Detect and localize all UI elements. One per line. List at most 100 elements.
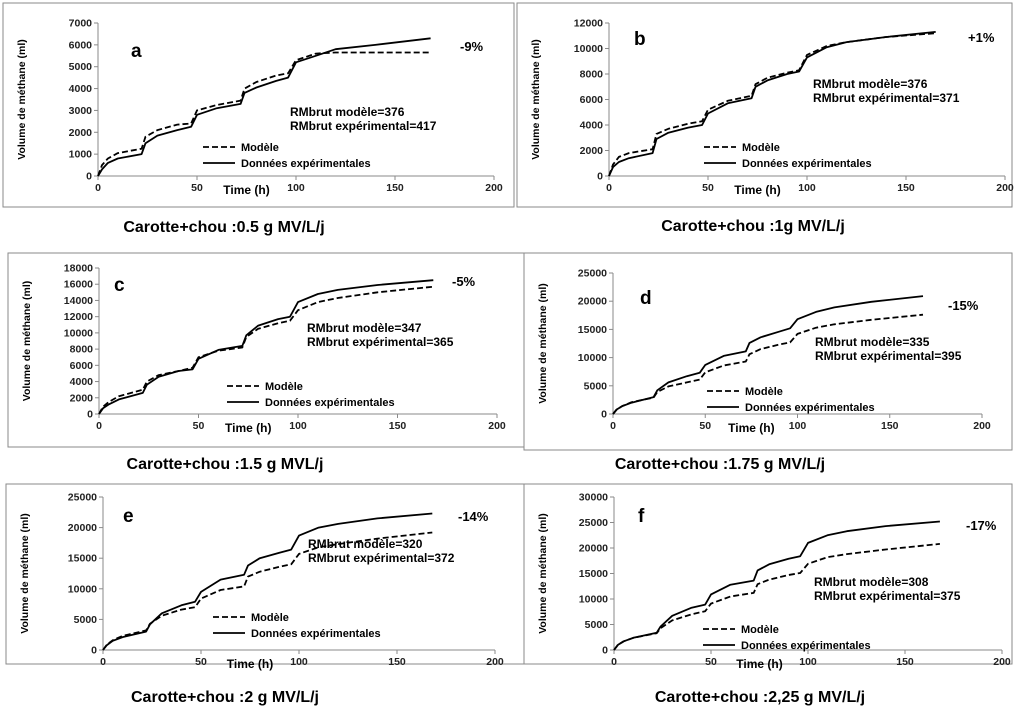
y-tick-label: 15000	[578, 324, 607, 336]
series-line-donnees	[613, 520, 940, 651]
y-tick-label: 4000	[69, 83, 93, 95]
annotation-rm-modele: RMbrut modèle=376	[813, 77, 928, 91]
y-tick-label: 7000	[69, 18, 93, 30]
legend-label-modele: Modèle	[265, 381, 303, 393]
y-tick-label: 5000	[74, 614, 98, 626]
y-axis-label: Volume de méthane (ml)	[16, 39, 28, 160]
y-tick-label: 3000	[69, 105, 93, 117]
series-line-modele	[612, 313, 924, 415]
panel-letter: a	[131, 41, 142, 62]
y-tick-label: 25000	[68, 492, 97, 504]
x-tick-label: 200	[973, 420, 991, 432]
x-tick-label: 150	[386, 182, 404, 194]
annotation-rm-modele: RMbrut modèle=335	[815, 335, 930, 349]
y-tick-label: 0	[86, 171, 92, 183]
x-tick-label: 200	[486, 656, 504, 668]
panel-letter: f	[638, 506, 645, 527]
y-tick-label: 0	[87, 409, 93, 421]
legend-label-donnees: Données expérimentales	[742, 158, 872, 170]
y-tick-label: 10000	[578, 352, 607, 364]
x-tick-label: 150	[896, 656, 914, 668]
x-tick-label: 100	[287, 182, 305, 194]
x-tick-label: 200	[485, 182, 503, 194]
legend-label-modele: Modèle	[241, 142, 279, 154]
annotation-rm-experimental: RMbrut expérimental=395	[815, 349, 962, 363]
x-tick-label: 0	[95, 182, 101, 194]
y-tick-label: 6000	[70, 360, 94, 372]
y-tick-label: 10000	[579, 594, 608, 606]
y-tick-label: 2000	[580, 145, 604, 157]
y-tick-label: 0	[601, 409, 607, 421]
y-tick-label: 10000	[64, 327, 93, 339]
panel-caption: Carotte+chou :1.5 g MVL/j	[127, 456, 324, 473]
y-axis-label: Volume de méthane (ml)	[19, 513, 31, 634]
x-tick-label: 0	[610, 420, 616, 432]
panel-caption: Carotte+chou :2 g MV/L/j	[131, 689, 319, 706]
x-axis-label: Time (h)	[223, 183, 269, 197]
y-tick-label: 5000	[69, 61, 93, 73]
x-axis-label: Time (h)	[734, 183, 780, 197]
x-tick-label: 50	[705, 656, 717, 668]
legend-label-donnees: Données expérimentales	[741, 640, 871, 652]
x-tick-label: 50	[193, 420, 205, 432]
percent-difference: +1%	[968, 30, 995, 45]
y-axis-label: Volume de méthane (ml)	[21, 281, 33, 402]
series-line-donnees	[102, 512, 433, 651]
y-axis-label: Volume de méthane (ml)	[537, 513, 549, 634]
x-tick-label: 150	[389, 420, 407, 432]
x-tick-label: 200	[996, 182, 1014, 194]
series-line-modele	[97, 51, 431, 177]
y-tick-label: 20000	[579, 543, 608, 555]
panel-frame	[523, 483, 1013, 665]
series-line-donnees	[612, 295, 924, 415]
y-tick-label: 25000	[579, 517, 608, 529]
annotation-rm-modele: RMbrut modèle=376	[290, 105, 405, 119]
percent-difference: -9%	[460, 39, 484, 54]
panel-letter: e	[123, 506, 134, 527]
series-line-modele	[608, 32, 936, 177]
x-tick-label: 50	[699, 420, 711, 432]
series-line-donnees	[608, 31, 936, 177]
series-line-modele	[98, 285, 434, 415]
y-tick-label: 5000	[584, 380, 608, 392]
y-tick-label: 14000	[64, 295, 93, 307]
panel-caption: Carotte+chou :0.5 g MV/L/j	[123, 219, 324, 236]
panel-caption: Carotte+chou :2,25 g MV/L/j	[655, 689, 865, 706]
x-axis-label: Time (h)	[227, 657, 273, 671]
panel-caption: Carotte+chou :1.75 g MV/L/j	[615, 456, 825, 473]
legend-label-modele: Modèle	[742, 142, 780, 154]
panel-frame	[2, 2, 515, 208]
legend-label-donnees: Données expérimentales	[241, 158, 371, 170]
panel-letter: d	[640, 288, 652, 309]
y-tick-label: 2000	[69, 127, 93, 139]
x-tick-label: 100	[799, 656, 817, 668]
x-tick-label: 50	[195, 656, 207, 668]
series-line-donnees	[97, 37, 431, 177]
percent-difference: -17%	[966, 518, 997, 533]
y-tick-label: 10000	[68, 583, 97, 595]
y-tick-label: 15000	[68, 553, 97, 565]
y-tick-label: 0	[602, 645, 608, 657]
panel-letter: c	[114, 275, 125, 296]
x-axis-label: Time (h)	[225, 421, 271, 435]
y-tick-label: 8000	[70, 344, 94, 356]
annotation-rm-modele: RMbrut modèle=308	[814, 575, 929, 589]
x-tick-label: 50	[191, 182, 203, 194]
y-tick-label: 5000	[585, 619, 609, 631]
y-tick-label: 4000	[580, 120, 604, 132]
y-tick-label: 12000	[574, 18, 603, 30]
y-tick-label: 2000	[70, 392, 94, 404]
percent-difference: -15%	[948, 298, 979, 313]
x-tick-label: 200	[488, 420, 506, 432]
legend-label-modele: Modèle	[745, 386, 783, 398]
annotation-rm-modele: RMbrut modèle=320	[308, 537, 423, 551]
annotation-rm-experimental: RMbrut expérimental=417	[290, 119, 437, 133]
x-tick-label: 0	[96, 420, 102, 432]
annotation-rm-modele: RMbrut modèle=347	[307, 321, 422, 335]
x-tick-label: 100	[289, 420, 307, 432]
x-tick-label: 0	[100, 656, 106, 668]
y-tick-label: 6000	[69, 39, 93, 51]
legend-label-modele: Modèle	[251, 612, 289, 624]
x-tick-label: 100	[798, 182, 816, 194]
